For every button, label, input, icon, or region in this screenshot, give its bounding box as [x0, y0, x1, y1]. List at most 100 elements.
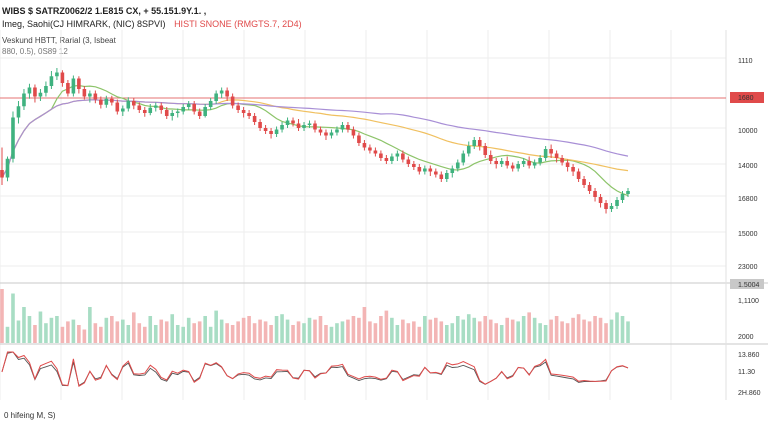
volume-bar — [186, 317, 191, 343]
volume-bar — [49, 317, 54, 343]
candle-body — [104, 98, 109, 105]
volume-bar — [296, 321, 301, 343]
volume-bar — [16, 320, 21, 343]
volume-bar — [505, 317, 509, 343]
volume-bar — [181, 326, 186, 343]
candle-body — [401, 153, 405, 160]
candle-body — [126, 101, 131, 109]
candle-body — [285, 120, 290, 125]
volume-bar — [274, 316, 279, 343]
volume-bar — [406, 323, 411, 343]
candle-body — [0, 170, 4, 178]
candle-body — [153, 105, 158, 108]
candle-body — [99, 99, 103, 105]
candle-body — [186, 104, 191, 107]
candle-body — [219, 90, 224, 94]
candle-body — [175, 111, 180, 113]
candle-body — [543, 149, 548, 158]
indicator-info-red: HISTI SNONE (RMGTS.7, 2D4) — [174, 19, 302, 29]
volume-bar — [258, 319, 262, 343]
footer-label: 0 hifeing M, S) — [4, 411, 56, 420]
volume-bar — [71, 319, 76, 343]
candle-body — [565, 162, 570, 167]
candle-body — [88, 93, 92, 97]
moving-average-line — [1, 99, 629, 178]
volume-bar — [587, 321, 592, 343]
volume-bar — [412, 321, 416, 343]
candle-body — [66, 83, 70, 94]
candle-body — [44, 86, 48, 93]
candle-body — [148, 107, 153, 113]
candle-body — [505, 161, 509, 166]
volume-bar — [77, 325, 81, 343]
volume-bar — [521, 316, 526, 343]
volume-bar — [82, 329, 87, 343]
candle-body — [477, 140, 482, 146]
rsi-signal-line — [1, 351, 629, 387]
candle-body — [71, 78, 76, 94]
candle-body — [444, 173, 449, 179]
candle-body — [604, 203, 608, 209]
candle-body — [274, 129, 279, 134]
volume-bar — [307, 317, 312, 343]
candle-body — [549, 149, 553, 154]
volume-bar — [142, 326, 147, 343]
candle-body — [406, 159, 411, 164]
volume-bar — [115, 321, 120, 343]
candle-body — [170, 113, 175, 116]
volume-bar — [483, 316, 488, 343]
candle-body — [159, 105, 164, 110]
volume-bar — [121, 319, 125, 343]
volume-bar — [593, 316, 597, 343]
candle-body — [488, 155, 493, 161]
volume-bar — [560, 321, 564, 343]
candle-body — [214, 93, 218, 101]
volume-bar — [247, 316, 251, 343]
volume-bar — [434, 317, 438, 343]
candle-body — [82, 89, 87, 97]
candle-body — [554, 153, 559, 158]
volume-bars — [0, 289, 630, 343]
volume-bar — [351, 316, 356, 343]
volume-bar — [27, 316, 32, 343]
volume-bar — [175, 325, 180, 343]
candle-body — [434, 171, 438, 175]
volume-bar — [565, 323, 570, 343]
volume-bar — [236, 321, 240, 343]
candle-body — [538, 158, 542, 163]
candle-body — [11, 117, 15, 159]
moving-average-line — [1, 84, 629, 197]
volume-bar — [516, 321, 520, 343]
candle-body — [384, 158, 389, 161]
volume-bar — [280, 314, 284, 343]
volume-bar — [137, 323, 142, 343]
volume-bar — [532, 317, 537, 343]
volume-bar — [488, 319, 493, 343]
candle-body — [494, 161, 499, 164]
volume-bar — [472, 317, 477, 343]
candle-body — [499, 161, 504, 164]
candle-body — [241, 110, 246, 113]
candle-body — [373, 150, 378, 154]
volume-bar — [450, 323, 455, 343]
candle-body — [296, 123, 301, 128]
volume-bar — [88, 307, 92, 343]
volume-bar — [219, 319, 224, 343]
volume-bar — [417, 326, 422, 343]
volume-bar — [66, 321, 70, 343]
moving-average-line — [1, 99, 629, 178]
volume-bar — [609, 319, 614, 343]
volume-bar — [620, 316, 625, 343]
symbol-info: WIBS $ SATRZ0062/2 1.E815 CX, + 55.151.9… — [2, 6, 207, 16]
gray-price-badge — [730, 279, 764, 289]
volume-bar — [318, 316, 323, 343]
candle-body — [258, 122, 262, 128]
candle-body — [291, 120, 295, 124]
volume-bar — [401, 319, 405, 343]
volume-bar — [313, 319, 317, 343]
volume-bar — [428, 319, 433, 343]
candle-body — [615, 200, 619, 206]
volume-bar — [362, 307, 367, 343]
volume-bar — [357, 317, 361, 343]
